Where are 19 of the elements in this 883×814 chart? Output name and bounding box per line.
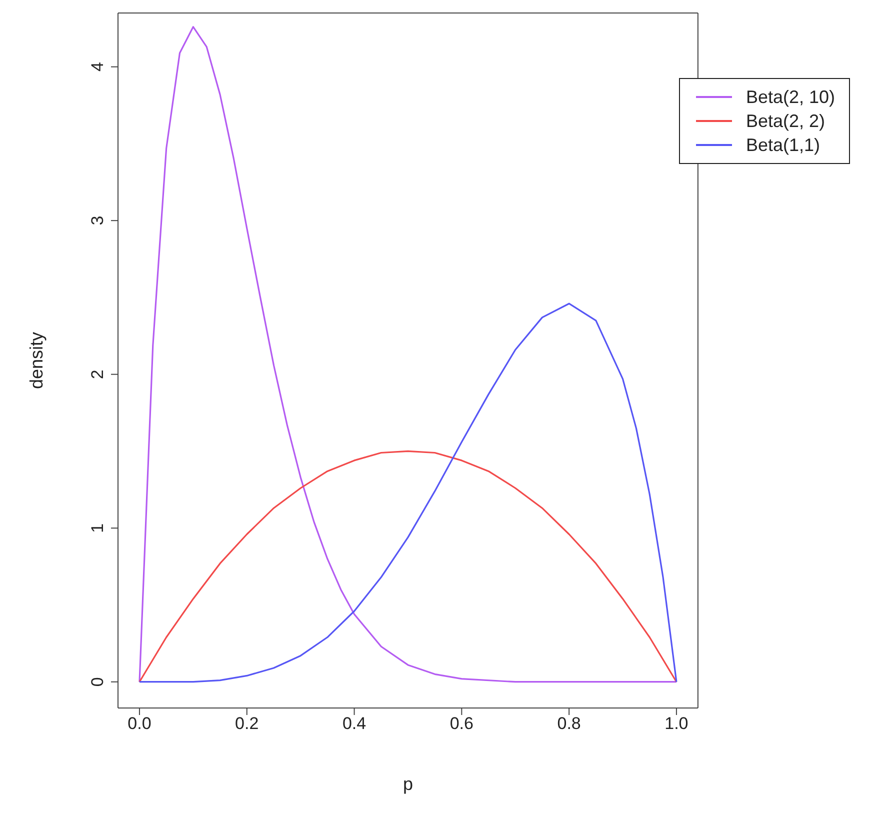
line-series [138, 302, 678, 683]
x-tick-label: 0.2 [235, 714, 259, 734]
legend-label: Beta(1,1) [746, 134, 820, 157]
x-tick-label: 0.8 [557, 714, 581, 734]
line-series [138, 26, 678, 683]
y-tick-label: 2 [88, 370, 107, 380]
x-tick-label: 0.0 [128, 714, 152, 734]
x-axis-title: p [402, 774, 413, 794]
y-axis-title: density [26, 332, 46, 390]
x-tick-label: 0.4 [342, 714, 366, 734]
y-tick-label: 1 [88, 523, 107, 533]
x-tick-label: 0.6 [450, 714, 474, 734]
y-tick-label: 0 [88, 677, 107, 687]
line-series [138, 450, 678, 683]
legend-label: Beta(2, 10) [746, 86, 835, 109]
x-tick-label: 1.0 [664, 714, 688, 734]
y-tick-label: 3 [88, 216, 107, 226]
legend-label: Beta(2, 2) [746, 110, 825, 133]
y-tick-label: 4 [88, 62, 107, 72]
